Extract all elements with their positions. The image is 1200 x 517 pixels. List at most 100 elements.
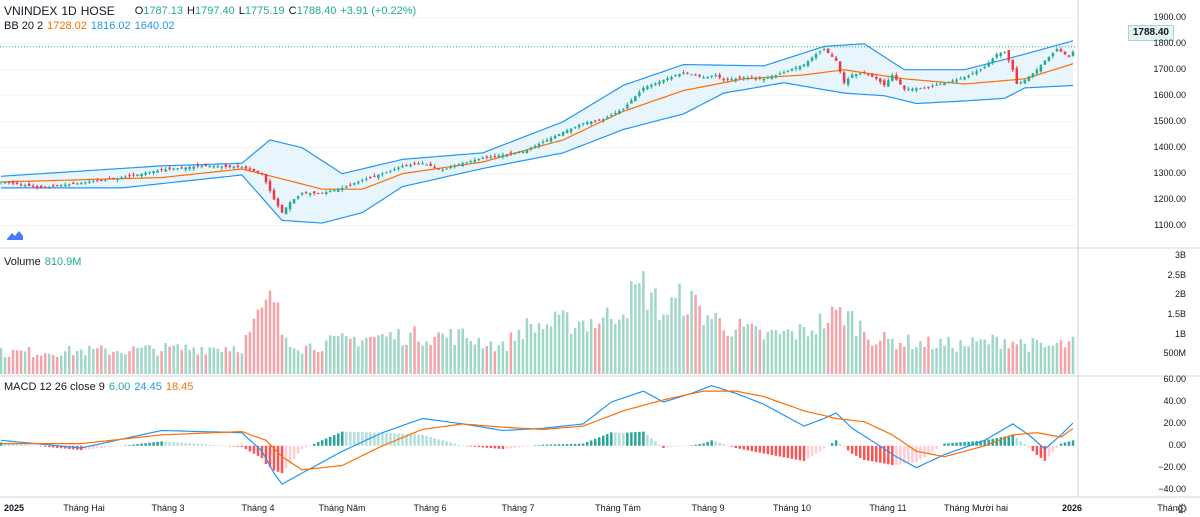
time-axis-label: Tháng 3 [151, 503, 185, 513]
macd-hist-bar [846, 445, 850, 451]
volume-bar [879, 340, 882, 374]
volume-bar [156, 355, 159, 374]
candle-body [453, 165, 456, 167]
volume-bar [136, 348, 139, 374]
macd-hist-bar [778, 445, 782, 457]
candle-body [999, 52, 1002, 56]
macd-hist-bar [907, 445, 910, 464]
candle-body [337, 188, 340, 192]
candle-body [1023, 80, 1027, 84]
axis-tick-label: −20.00 [1158, 461, 1186, 472]
macd-legend[interactable]: MACD 12 26 close 9 6.00 24.45 18.45 [4, 381, 193, 393]
volume-bar [838, 307, 842, 374]
macd-hist-bar [718, 442, 721, 446]
volume-bar [276, 302, 280, 374]
macd-hist-bar [830, 443, 834, 446]
candle-body [3, 182, 7, 184]
volume-bar [903, 346, 906, 374]
low-value: 1775.19 [244, 5, 285, 17]
axis-tick-label: 60.00 [1163, 374, 1186, 385]
candle-body [903, 85, 906, 90]
volume-bar [84, 355, 87, 374]
macd-hist-bar [156, 441, 159, 446]
volume-bar [1003, 339, 1006, 374]
candle-body [168, 167, 171, 169]
volume-legend[interactable]: Volume 810.9M [4, 256, 81, 268]
macd-hist-bar [557, 444, 561, 446]
macd-hist-bar [875, 445, 878, 463]
macd-hist-bar [465, 445, 468, 447]
candle-body [405, 165, 408, 167]
candle-body [308, 193, 312, 195]
volume-indicator-name[interactable]: Volume [4, 256, 41, 268]
candle-body [698, 74, 701, 77]
volume-bar [1051, 345, 1055, 374]
macd-hist-bar [389, 433, 392, 446]
volume-bar [907, 334, 910, 374]
candle-body [983, 67, 986, 69]
candle-body [377, 174, 380, 178]
candle-body [577, 124, 581, 128]
axis-tick-label: 1200.00 [1153, 193, 1186, 204]
candle-body [790, 69, 794, 71]
candle-body [1071, 51, 1075, 57]
candle-body [822, 48, 826, 50]
candle-body [176, 168, 179, 170]
volume-bar [349, 338, 352, 374]
volume-bar [553, 311, 557, 374]
candle-body [746, 77, 750, 79]
macd-hist-bar [666, 445, 669, 448]
interval[interactable]: 1D [61, 4, 77, 18]
volume-bar [887, 338, 890, 374]
macd-hist-bar [798, 445, 802, 461]
macd-hist-bar [626, 432, 629, 446]
candle-body [754, 78, 758, 80]
volume-bar [405, 344, 408, 374]
volume-bar [232, 346, 236, 374]
macd-hist-bar [505, 445, 509, 449]
volume-bar [332, 335, 336, 374]
volume-bar [762, 339, 766, 374]
symbol-name[interactable]: VNINDEX [4, 4, 58, 18]
candle-body [260, 173, 264, 175]
candle-body [381, 173, 384, 175]
volume-bar [770, 330, 774, 374]
volume-bar [469, 341, 472, 374]
macd-indicator-name[interactable]: MACD 12 26 close 9 [4, 381, 105, 393]
volume-bar [27, 347, 31, 374]
candle-body [730, 79, 733, 81]
macd-hist-bar [68, 445, 71, 450]
bb-indicator-name[interactable]: BB 20 2 [4, 20, 44, 32]
macd-hist-bar [734, 445, 737, 448]
volume-bar [152, 348, 155, 374]
macd-hist-bar [702, 443, 705, 446]
settings-gear-icon[interactable]: ⚙ [1176, 501, 1188, 516]
candle-body [521, 151, 525, 153]
volume-bar [927, 336, 930, 374]
bb-legend[interactable]: BB 20 2 1728.02 1816.02 1640.02 [4, 20, 174, 32]
candle-body [312, 191, 316, 194]
volume-bar [425, 341, 428, 374]
volume-bar [987, 344, 990, 374]
volume-bar [654, 288, 657, 374]
axis-tick-label: 1400.00 [1153, 141, 1186, 152]
candle-body [710, 75, 713, 77]
tradingview-logo-icon[interactable] [6, 228, 24, 242]
candle-body [497, 155, 501, 158]
volume-bar [766, 331, 770, 374]
candle-body [678, 73, 681, 77]
candle-body [533, 145, 537, 147]
price-legend[interactable]: VNINDEX 1D HOSE O 1787.13 H 1797.40 L 1775.… [4, 4, 416, 18]
candle-body [850, 74, 854, 78]
candle-body [1063, 51, 1067, 55]
macd-hist-bar [349, 431, 352, 446]
volume-bar [160, 351, 163, 374]
macd-hist-bar [39, 445, 43, 447]
macd-hist-bar [1071, 440, 1075, 446]
macd-hist-bar [786, 445, 790, 459]
macd-hist-bar [879, 445, 882, 463]
macd-hist-bar [248, 445, 252, 452]
volume-bar [88, 345, 91, 374]
volume-bar [718, 318, 721, 374]
